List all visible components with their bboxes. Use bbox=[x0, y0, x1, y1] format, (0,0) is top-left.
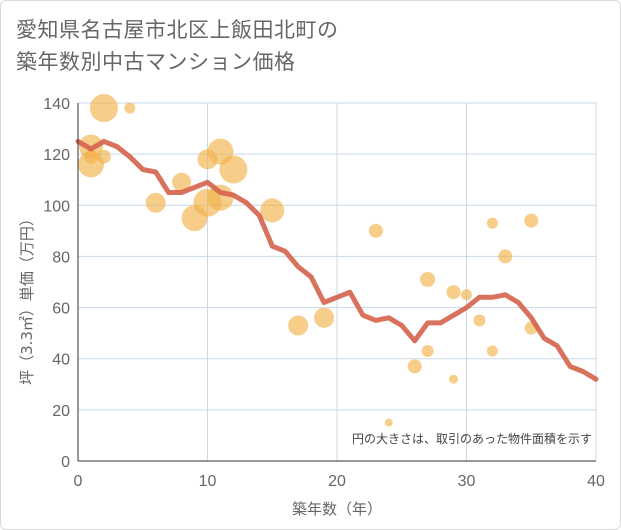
bubble-point bbox=[473, 314, 486, 327]
bubble-point bbox=[524, 213, 539, 228]
bubble-point bbox=[89, 94, 118, 123]
x-axis-label: 築年数（年） bbox=[292, 500, 382, 518]
bubble-point bbox=[219, 155, 248, 184]
x-tick-label: 10 bbox=[199, 473, 217, 490]
bubble-point bbox=[124, 102, 136, 114]
y-tick-label: 60 bbox=[52, 301, 70, 318]
bubble-point bbox=[449, 374, 459, 384]
bubble-point bbox=[207, 184, 234, 211]
x-tick-label: 30 bbox=[458, 473, 476, 490]
bubble-point bbox=[498, 249, 513, 264]
y-tick-label: 40 bbox=[52, 352, 70, 369]
bubble-point bbox=[486, 217, 498, 229]
y-tick-label: 20 bbox=[52, 403, 70, 420]
chart-title-line-1: 愛知県名古屋市北区上飯田北町の bbox=[16, 18, 339, 42]
bubble-point bbox=[368, 223, 383, 238]
bubble-point bbox=[314, 307, 335, 328]
bubble-point bbox=[486, 345, 498, 357]
chart-title-line-2: 築年数別中古マンション価格 bbox=[16, 50, 296, 74]
y-tick-label: 140 bbox=[43, 96, 70, 113]
bubble-point bbox=[172, 172, 192, 192]
y-tick-label: 120 bbox=[43, 147, 70, 164]
grid-lines bbox=[78, 102, 597, 461]
transaction-bubbles bbox=[77, 94, 539, 427]
y-tick-label: 80 bbox=[52, 249, 70, 266]
bubble-point bbox=[421, 345, 434, 358]
x-tick-label: 0 bbox=[74, 473, 83, 490]
chart-title: 愛知県名古屋市北区上飯田北町の 築年数別中古マンション価格 bbox=[16, 14, 339, 78]
y-axis-label: 坪（3.3㎡）単価（万円） bbox=[18, 211, 36, 385]
tick-labels: 0 20 40 60 80 100 120 140 0 10 20 30 40 bbox=[43, 96, 605, 490]
bubble-point bbox=[96, 149, 111, 164]
bubble-point bbox=[384, 418, 393, 427]
y-tick-label: 100 bbox=[43, 198, 70, 215]
bubble-point bbox=[260, 198, 285, 223]
bubble-size-note: 円の大きさは、取引のあった物件面積を示す bbox=[352, 431, 592, 446]
axes bbox=[77, 103, 596, 462]
bubble-point bbox=[83, 149, 98, 164]
bubble-point bbox=[407, 359, 422, 374]
bubble-point bbox=[420, 271, 436, 287]
bubble-point bbox=[461, 289, 472, 301]
bubble-point bbox=[145, 192, 166, 213]
y-tick-label: 0 bbox=[61, 454, 70, 471]
x-tick-label: 20 bbox=[328, 473, 346, 490]
bubble-point bbox=[288, 315, 309, 336]
average-price-line bbox=[75, 138, 599, 382]
x-tick-label: 40 bbox=[587, 473, 605, 490]
bubble-point bbox=[446, 285, 461, 300]
